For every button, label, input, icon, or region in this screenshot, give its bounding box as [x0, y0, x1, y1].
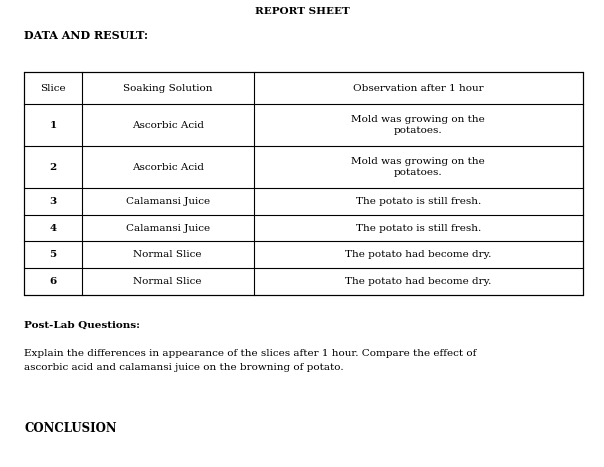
Text: DATA AND RESULT:: DATA AND RESULT:	[24, 30, 148, 42]
Text: The potato had become dry.: The potato had become dry.	[345, 250, 492, 259]
Text: Soaking Solution: Soaking Solution	[123, 84, 213, 93]
Text: 3: 3	[50, 197, 56, 206]
Text: 1: 1	[49, 120, 57, 130]
Text: Ascorbic Acid: Ascorbic Acid	[132, 120, 204, 130]
Text: Calamansi Juice: Calamansi Juice	[126, 224, 210, 233]
Text: Mold was growing on the
potatoes.: Mold was growing on the potatoes.	[352, 157, 485, 177]
Text: Post-Lab Questions:: Post-Lab Questions:	[24, 320, 140, 329]
Text: 2: 2	[49, 163, 57, 172]
Text: The potato is still fresh.: The potato is still fresh.	[356, 224, 481, 233]
Text: Slice: Slice	[40, 84, 66, 93]
Text: 4: 4	[50, 224, 56, 233]
Text: Ascorbic Acid: Ascorbic Acid	[132, 163, 204, 172]
Text: The potato is still fresh.: The potato is still fresh.	[356, 197, 481, 206]
Text: Calamansi Juice: Calamansi Juice	[126, 197, 210, 206]
Text: Mold was growing on the
potatoes.: Mold was growing on the potatoes.	[352, 115, 485, 135]
Text: CONCLUSION: CONCLUSION	[24, 422, 117, 435]
Bar	[24, 72, 583, 295]
Text: Explain the differences in appearance of the slices after 1 hour. Compare the ef: Explain the differences in appearance of…	[24, 349, 477, 372]
Text: Observation after 1 hour: Observation after 1 hour	[353, 84, 484, 93]
Text: 6: 6	[49, 277, 57, 286]
Text: REPORT SHEET: REPORT SHEET	[255, 7, 349, 16]
Text: The potato had become dry.: The potato had become dry.	[345, 277, 492, 286]
Text: 5: 5	[50, 250, 56, 259]
Text: Normal Slice: Normal Slice	[133, 277, 202, 286]
Text: Normal Slice: Normal Slice	[133, 250, 202, 259]
